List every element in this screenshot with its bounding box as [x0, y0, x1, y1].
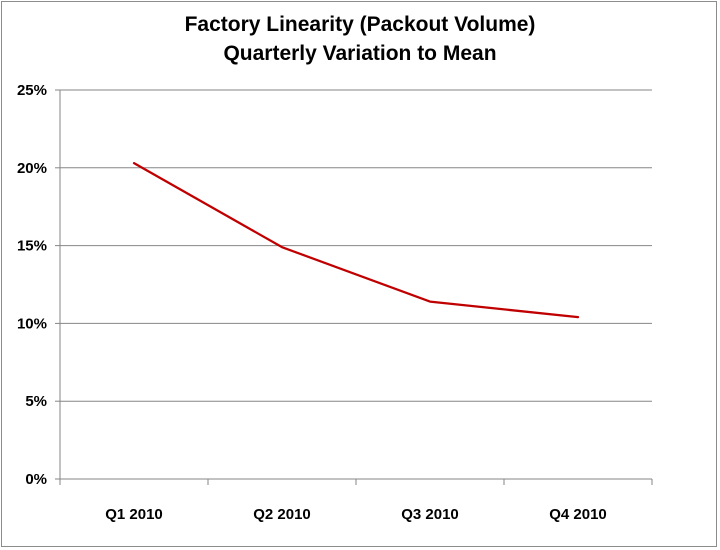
chart-title-line-1: Factory Linearity (Packout Volume) [184, 13, 536, 36]
y-tick-label: 15% [17, 238, 47, 255]
axes [55, 89, 653, 485]
y-tick-label: 25% [17, 82, 47, 99]
x-axis-tick-labels: Q1 2010 Q2 2010 Q3 2010 Q4 2010 [105, 506, 607, 523]
chart-title-line-2: Quarterly Variation to Mean [223, 42, 497, 65]
x-tick-label: Q2 2010 [253, 506, 311, 523]
x-tick-label: Q4 2010 [549, 506, 607, 523]
y-tick-label: 20% [17, 160, 47, 177]
series-layer [132, 162, 580, 319]
y-tick-label: 10% [17, 315, 47, 332]
x-tick-label: Q3 2010 [401, 506, 459, 523]
y-tick-label: 0% [25, 471, 47, 488]
series-line [132, 162, 580, 319]
y-axis-tick-labels: 0% 5% 10% 15% 20% 25% [17, 82, 47, 488]
gridlines [60, 89, 652, 402]
y-tick-label: 5% [25, 393, 47, 410]
chart-title: Factory Linearity (Packout Volume) Quart… [0, 10, 720, 68]
x-tick-label: Q1 2010 [105, 506, 163, 523]
